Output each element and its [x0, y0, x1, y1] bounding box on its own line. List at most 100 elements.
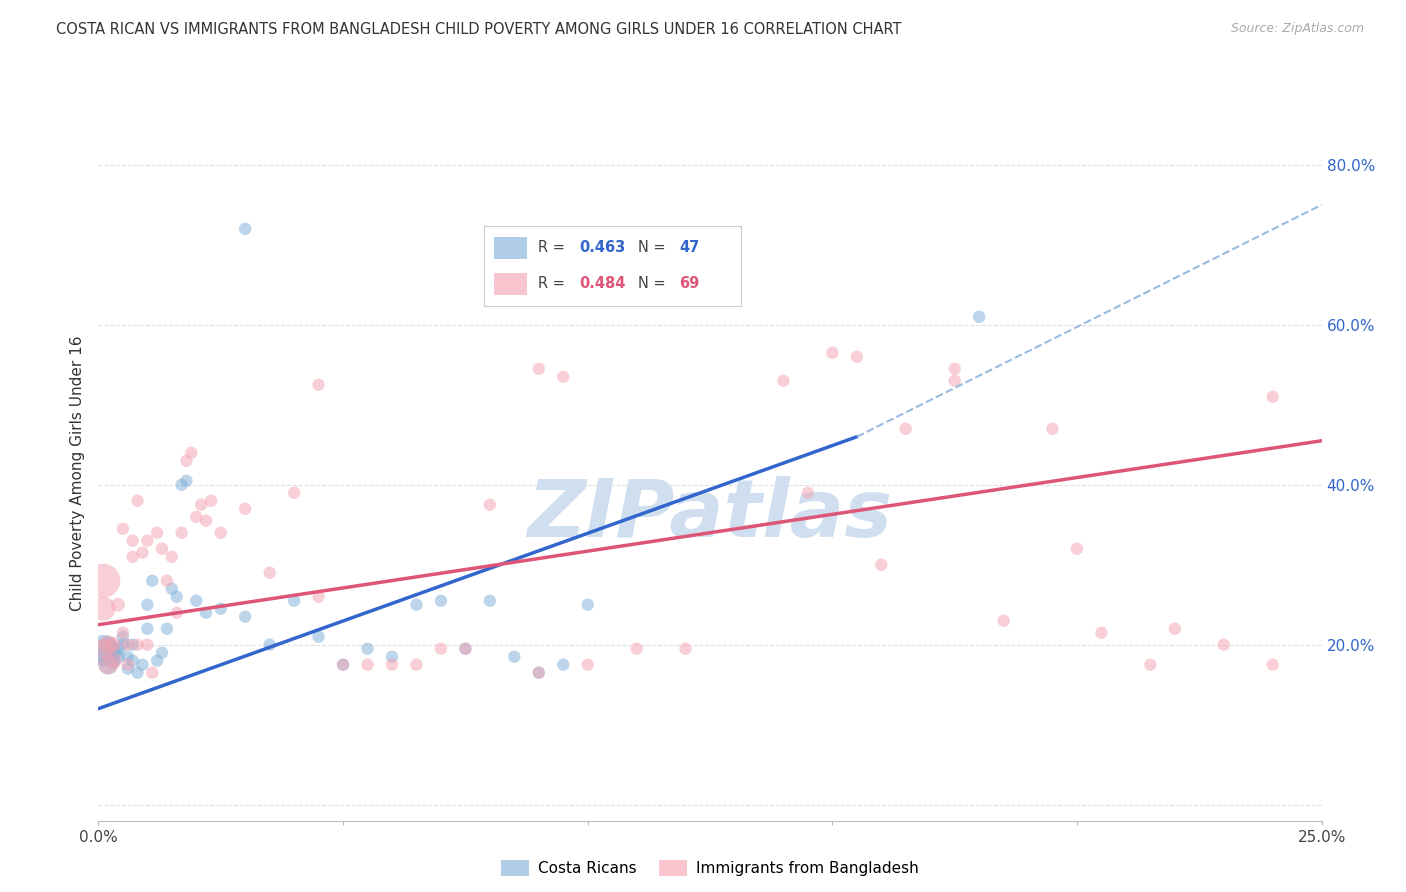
Point [97, 638, 120, 652]
Point [259, 638, 281, 652]
Point [91, 641, 114, 656]
Point [454, 641, 477, 656]
Point [160, 582, 183, 596]
Point [107, 649, 129, 664]
Point [405, 598, 427, 612]
Text: R =: R = [537, 276, 569, 291]
Point [111, 638, 134, 652]
Point [553, 369, 575, 384]
Point [91, 601, 114, 615]
Point [1212, 638, 1234, 652]
Point [405, 657, 427, 672]
Point [430, 641, 453, 656]
Point [195, 514, 218, 528]
Point [176, 474, 198, 488]
Point [478, 593, 501, 607]
Point [576, 657, 599, 672]
Point [101, 646, 124, 660]
Point [117, 649, 139, 664]
Point [845, 350, 868, 364]
Point [180, 446, 202, 460]
Point [283, 593, 305, 607]
Text: ZIPatlas: ZIPatlas [527, 475, 893, 554]
Point [141, 665, 163, 680]
Point [1261, 390, 1284, 404]
Point [259, 566, 281, 580]
Point [127, 665, 149, 680]
Point [117, 638, 139, 652]
Point [117, 657, 139, 672]
Text: N =: N = [638, 276, 671, 291]
Text: 69: 69 [679, 276, 699, 291]
Point [1261, 657, 1284, 672]
Point [166, 590, 188, 604]
Point [91, 574, 114, 588]
Point [430, 593, 453, 607]
Point [107, 641, 129, 656]
Point [943, 361, 966, 376]
Point [283, 485, 305, 500]
Point [176, 454, 198, 468]
Point [209, 525, 232, 540]
Text: 0.484: 0.484 [579, 276, 626, 291]
Point [308, 377, 330, 392]
Point [101, 654, 124, 668]
Text: Source: ZipAtlas.com: Source: ZipAtlas.com [1230, 22, 1364, 36]
Point [111, 522, 134, 536]
Point [160, 549, 183, 564]
Point [107, 598, 129, 612]
Point [150, 646, 173, 660]
Point [186, 509, 208, 524]
Point [121, 654, 143, 668]
Point [894, 422, 917, 436]
Point [111, 625, 134, 640]
Point [308, 590, 330, 604]
Point [381, 657, 404, 672]
Point [1042, 422, 1064, 436]
Point [186, 593, 208, 607]
Point [993, 614, 1015, 628]
Point [117, 662, 139, 676]
Text: 0.463: 0.463 [579, 240, 626, 255]
Point [131, 546, 153, 560]
Point [136, 533, 159, 548]
Point [967, 310, 990, 324]
Point [356, 641, 378, 656]
Point [136, 622, 159, 636]
Point [127, 638, 149, 652]
Point [356, 657, 378, 672]
Point [233, 609, 256, 624]
Point [136, 638, 159, 652]
Y-axis label: Child Poverty Among Girls Under 16: Child Poverty Among Girls Under 16 [69, 335, 84, 610]
Point [576, 598, 599, 612]
Point [195, 606, 218, 620]
Point [503, 253, 526, 268]
Legend: Costa Ricans, Immigrants from Bangladesh: Costa Ricans, Immigrants from Bangladesh [495, 855, 925, 882]
Point [141, 574, 163, 588]
Point [136, 598, 159, 612]
Point [101, 638, 124, 652]
Point [1066, 541, 1088, 556]
Point [332, 657, 354, 672]
Point [146, 525, 169, 540]
Point [1164, 622, 1187, 636]
Point [527, 665, 550, 680]
Point [170, 477, 193, 491]
Text: COSTA RICAN VS IMMIGRANTS FROM BANGLADESH CHILD POVERTY AMONG GIRLS UNDER 16 COR: COSTA RICAN VS IMMIGRANTS FROM BANGLADES… [56, 22, 901, 37]
Point [156, 622, 179, 636]
Point [131, 657, 153, 672]
Point [166, 606, 188, 620]
Point [91, 649, 114, 664]
Point [97, 657, 120, 672]
Point [233, 222, 256, 236]
Point [772, 374, 794, 388]
Text: N =: N = [638, 240, 671, 255]
Point [97, 638, 120, 652]
Point [626, 641, 648, 656]
Point [503, 649, 526, 664]
Point [190, 498, 212, 512]
Point [156, 574, 179, 588]
Point [97, 657, 120, 672]
Point [1139, 657, 1161, 672]
Point [233, 501, 256, 516]
